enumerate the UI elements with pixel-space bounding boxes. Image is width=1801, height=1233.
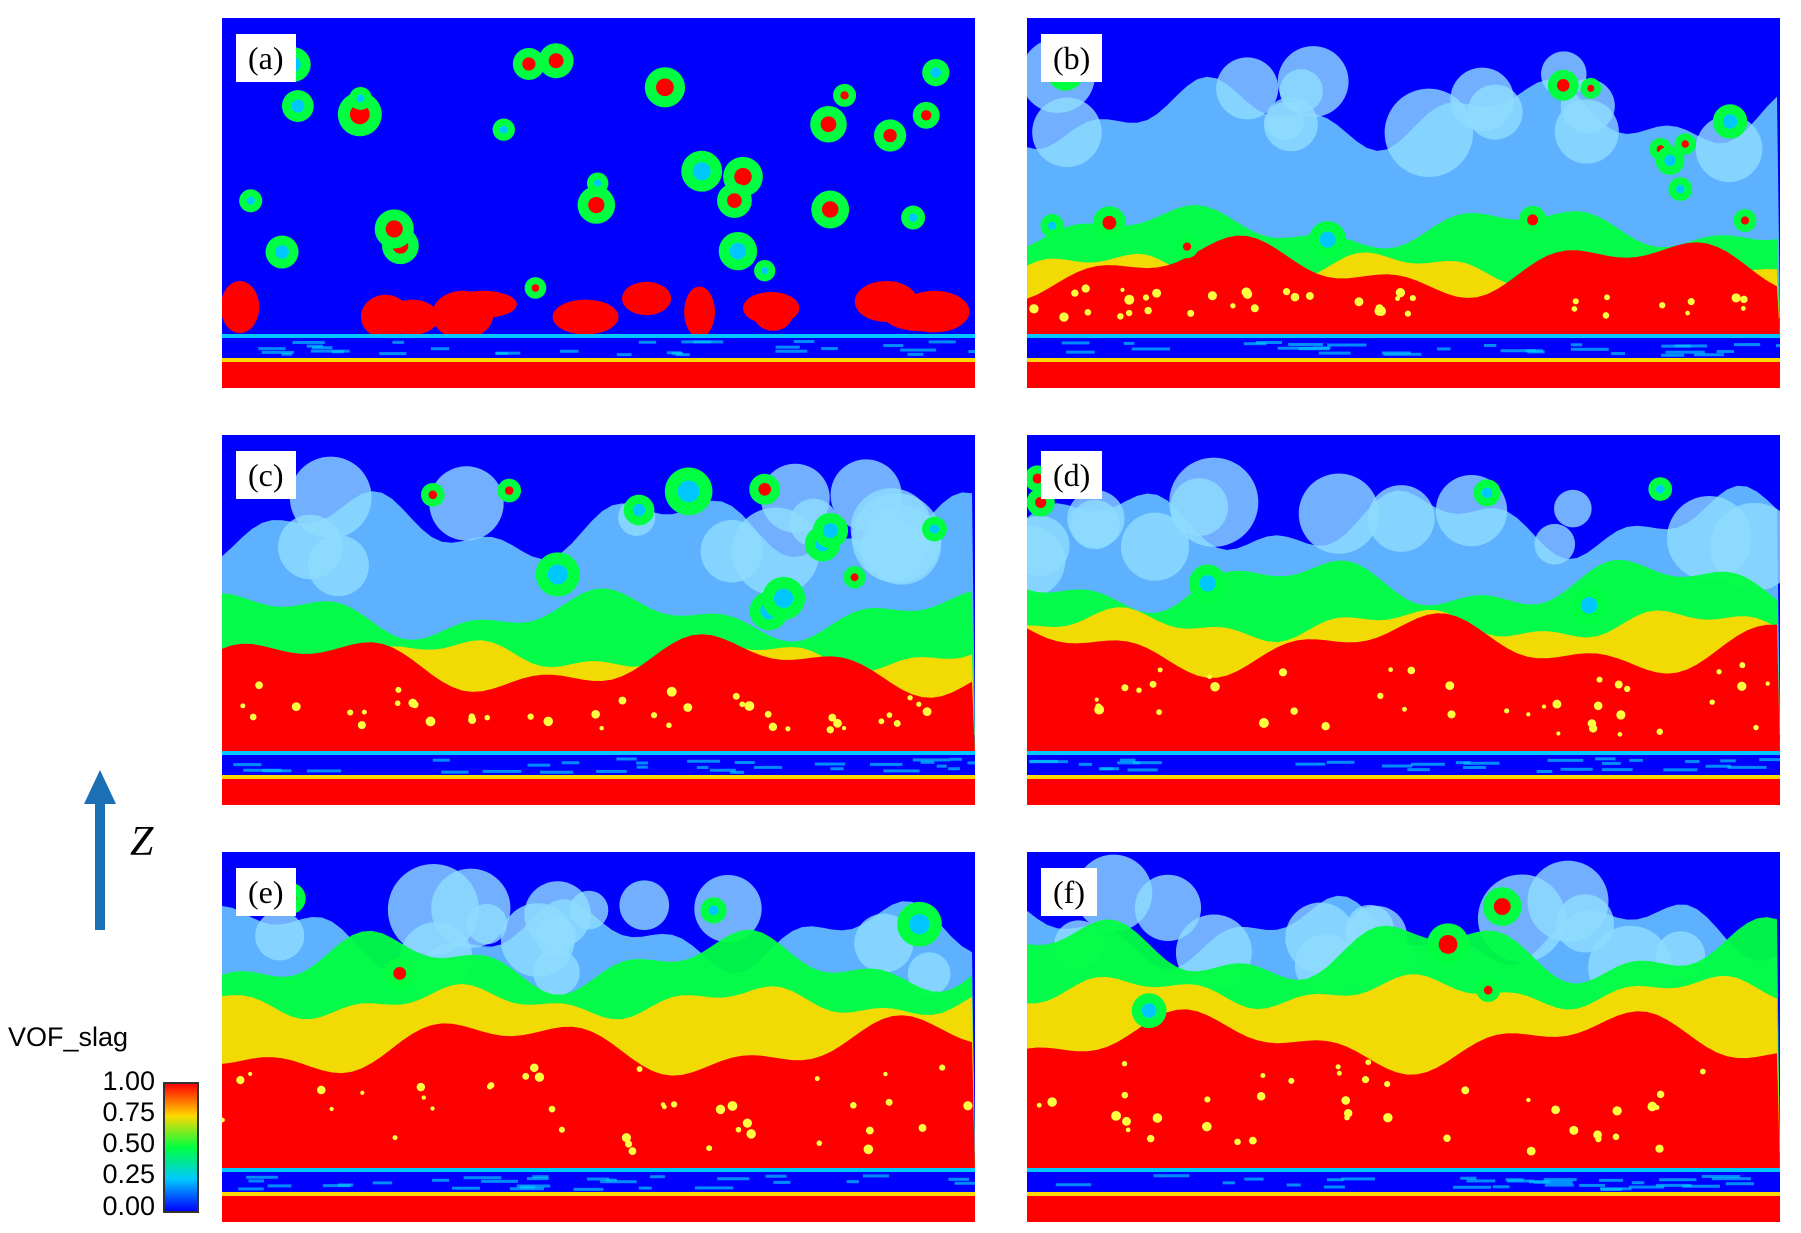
- contour-panel-d: (d): [1027, 435, 1780, 805]
- contour-plot: [1027, 852, 1780, 1222]
- contour-plot: [222, 852, 975, 1222]
- panel-label: (b): [1041, 34, 1103, 82]
- panel-label: (f): [1041, 868, 1097, 916]
- contour-panel-f: (f): [1027, 852, 1780, 1222]
- colorbar-tick: 0.50: [102, 1128, 155, 1158]
- contour-plot: [222, 435, 975, 805]
- panel-label: (c): [236, 451, 296, 499]
- panel-label: (d): [1041, 451, 1103, 499]
- contour-plot: [1027, 435, 1780, 805]
- z-axis-arrow-icon: [84, 770, 116, 930]
- contour-plot: [1027, 18, 1780, 388]
- panel-label: (e): [236, 868, 296, 916]
- colorbar-tick: 0.00: [102, 1191, 155, 1221]
- contour-panel-b: (b): [1027, 18, 1780, 388]
- contour-panel-c: (c): [222, 435, 975, 805]
- colorbar-tick: 0.25: [102, 1159, 155, 1189]
- contour-panel-a: (a): [222, 18, 975, 388]
- contour-panel-e: (e): [222, 852, 975, 1222]
- colorbar-tick: 1.00: [102, 1066, 155, 1096]
- panel-label: (a): [236, 34, 296, 82]
- contour-plot: [222, 18, 975, 388]
- colorbar: [163, 1082, 199, 1213]
- colorbar-tick: 0.75: [102, 1097, 155, 1127]
- z-axis-label: Z: [130, 819, 154, 865]
- colorbar-title: VOF_slag: [8, 1022, 129, 1052]
